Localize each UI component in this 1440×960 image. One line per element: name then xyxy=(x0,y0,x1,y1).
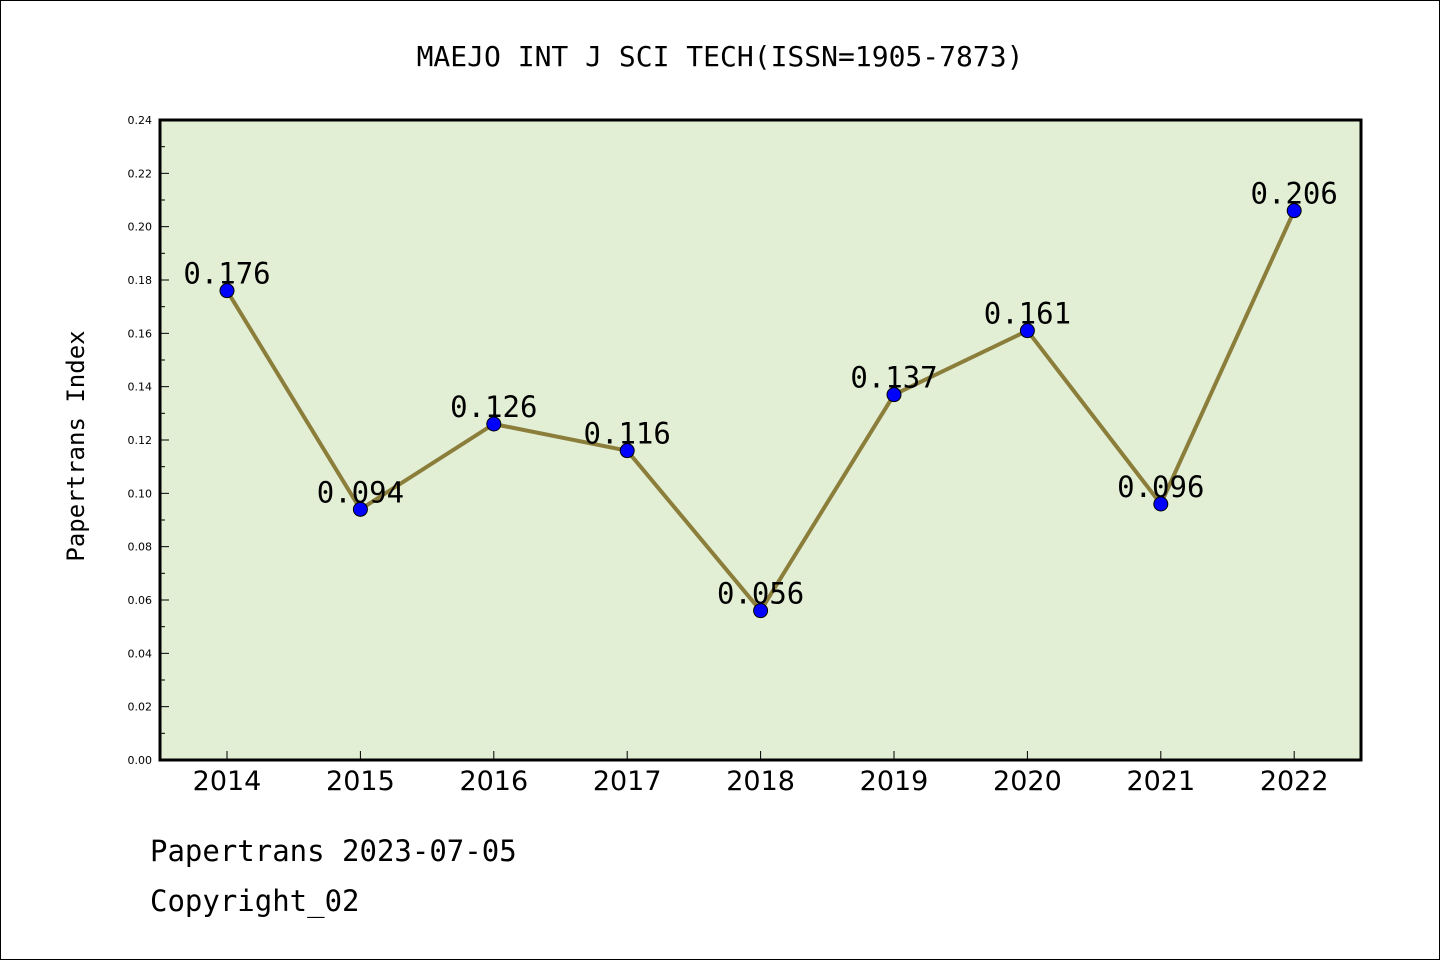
y-tick-label: 0.00 xyxy=(128,754,153,767)
data-point xyxy=(886,387,902,403)
x-tick-label: 2022 xyxy=(1260,766,1329,797)
chart-title: MAEJO INT J SCI TECH(ISSN=1905-7873) xyxy=(417,40,1024,73)
plot-border xyxy=(158,118,1363,762)
data-label: 0.126 xyxy=(450,390,537,424)
data-label: 0.094 xyxy=(317,475,404,509)
data-point xyxy=(753,603,769,619)
x-tick-label: 2014 xyxy=(193,766,262,797)
footer-date: Papertrans 2023-07-05 xyxy=(150,834,517,868)
x-tick-label: 2017 xyxy=(593,766,662,797)
data-label: 0.161 xyxy=(984,297,1071,331)
data-point xyxy=(486,416,502,432)
data-label: 0.116 xyxy=(584,417,671,451)
plot-area xyxy=(160,120,1361,760)
data-point xyxy=(1286,203,1302,219)
data-label: 0.056 xyxy=(717,577,804,611)
data-point xyxy=(1153,496,1169,512)
footer-copyright: Copyright_02 xyxy=(150,884,360,918)
data-label: 0.137 xyxy=(850,361,937,395)
x-tick-label: 2021 xyxy=(1126,766,1195,797)
data-point xyxy=(619,443,635,459)
x-tick-label: 2019 xyxy=(860,766,929,797)
y-tick-label: 0.12 xyxy=(128,434,153,447)
y-axis-label: Papertrans Index xyxy=(62,330,90,561)
data-label: 0.176 xyxy=(183,257,270,291)
data-label: 0.206 xyxy=(1251,177,1338,211)
y-tick-label: 0.02 xyxy=(128,701,153,714)
data-point xyxy=(1019,323,1035,339)
data-point xyxy=(352,501,368,517)
data-label: 0.096 xyxy=(1117,470,1204,504)
data-point xyxy=(219,283,235,299)
y-tick-label: 0.24 xyxy=(128,114,153,127)
data-labels: 0.176 0.094 0.126 0.116 0.056 0.137 0.161 0.096… xyxy=(183,177,1338,611)
y-tick-label: 0.20 xyxy=(128,221,153,234)
x-tick-label: 2018 xyxy=(726,766,795,797)
y-tick-label: 0.18 xyxy=(128,274,153,287)
y-tick-label: 0.10 xyxy=(128,487,153,500)
y-tick-label: 0.16 xyxy=(128,327,153,340)
y-tick-label: 0.06 xyxy=(128,594,153,607)
x-tick-label: 2016 xyxy=(459,766,528,797)
y-tick-label: 0.08 xyxy=(128,541,153,554)
x-tick-label: 2020 xyxy=(993,766,1062,797)
y-tick-label: 0.22 xyxy=(128,167,153,180)
x-axis: 2014 2015 2016 2017 2018 2019 2020 2021 2022 xyxy=(193,751,1329,797)
y-tick-label: 0.14 xyxy=(128,381,153,394)
y-tick-label: 0.04 xyxy=(128,647,153,660)
x-tick-label: 2015 xyxy=(326,766,395,797)
data-points xyxy=(219,203,1302,619)
